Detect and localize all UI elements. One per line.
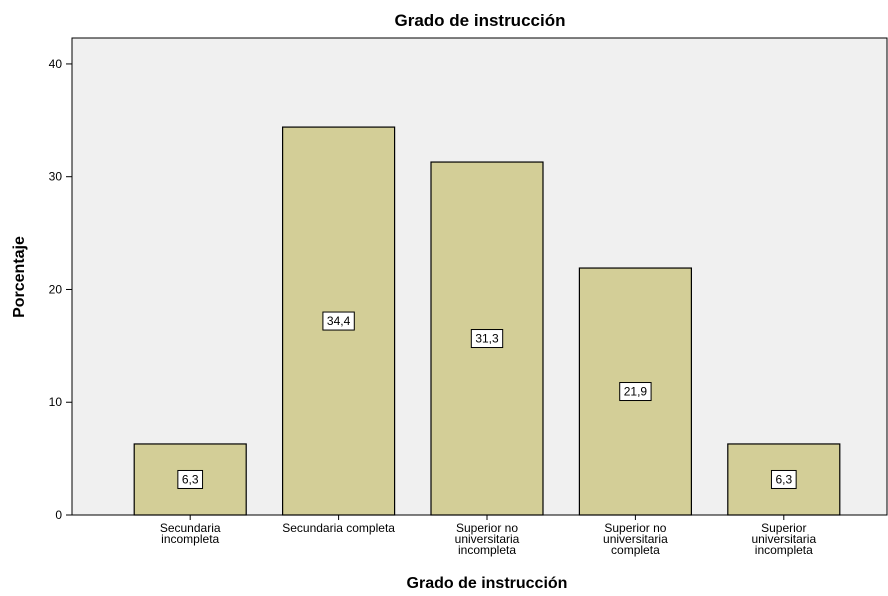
x-tick-label: Superior no universitaria completa [603, 521, 668, 557]
value-label: 21,9 [624, 385, 648, 399]
y-tick-label: 30 [49, 170, 63, 184]
chart-title: Grado de instrucción [395, 11, 566, 30]
value-label-box [470, 329, 504, 349]
value-label-box [770, 469, 797, 489]
y-tick-label: 40 [49, 57, 63, 71]
value-label: 6,3 [775, 472, 792, 486]
value-label-box [322, 311, 355, 331]
x-tick-label: Superior universitaria incompleta [751, 521, 816, 557]
x-axis-label: Grado de instrucción [407, 575, 568, 592]
value-label: 34,4 [327, 314, 351, 328]
value-label-box [177, 469, 204, 489]
y-tick-label: 10 [49, 395, 63, 409]
value-label: 31,3 [475, 332, 499, 346]
y-axis-label: Porcentaje [11, 236, 28, 318]
y-tick-label: 20 [49, 282, 63, 296]
y-tick-label: 0 [55, 508, 62, 522]
value-label-box [619, 382, 652, 402]
x-tick-label: Secundaria incompleta [160, 521, 221, 546]
x-tick-label: Secundaria completa [282, 521, 395, 535]
x-tick-label: Superior no universitaria incompleta [455, 521, 520, 557]
value-label: 6,3 [182, 472, 199, 486]
